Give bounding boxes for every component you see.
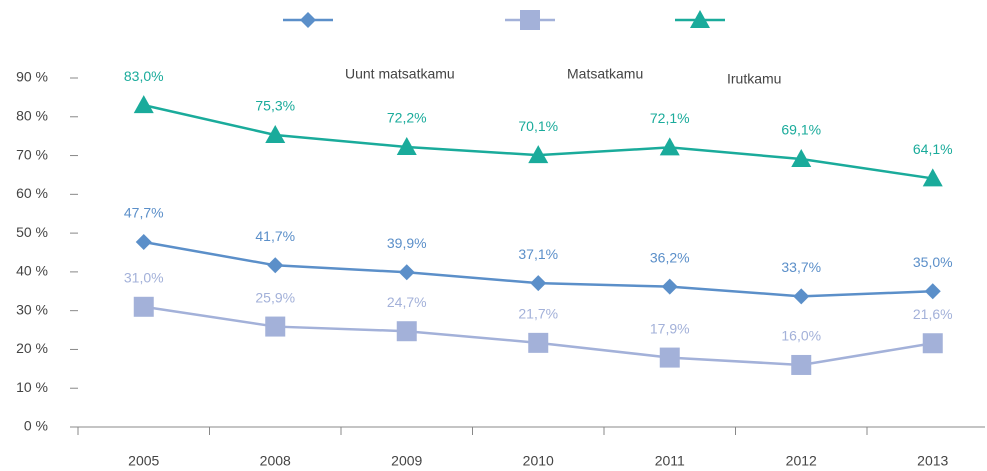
y-tick-label: 0 % — [24, 418, 48, 434]
marker — [924, 283, 941, 300]
marker — [528, 332, 549, 353]
marker — [793, 288, 810, 305]
marker — [396, 137, 417, 156]
x-tick-label: 2012 — [786, 453, 817, 469]
series-line — [143, 103, 933, 180]
marker — [398, 264, 415, 281]
marker — [659, 137, 680, 156]
marker — [267, 257, 284, 274]
data-label: 36,2% — [650, 249, 690, 265]
data-label: 37,1% — [518, 246, 558, 262]
data-label: 21,7% — [518, 306, 558, 322]
data-label: 72,2% — [387, 110, 427, 126]
marker — [659, 347, 680, 368]
legend-marker — [300, 12, 316, 28]
y-tick-label: 60 % — [16, 185, 48, 201]
y-tick-label: 30 % — [16, 301, 48, 317]
data-label: 64,1% — [913, 141, 953, 157]
x-tick-label: 2005 — [128, 453, 159, 469]
legend-label: Irutkamu — [727, 71, 781, 87]
y-tick-label: 90 % — [16, 69, 48, 85]
data-label: 39,9% — [387, 235, 427, 251]
data-label: 41,7% — [255, 228, 295, 244]
data-label: 72,1% — [650, 110, 690, 126]
data-label: 83,0% — [124, 68, 164, 84]
data-label: 75,3% — [255, 98, 295, 114]
data-label: 17,9% — [650, 320, 690, 336]
marker — [661, 278, 678, 295]
y-tick-label: 20 % — [16, 340, 48, 356]
y-tick-label: 10 % — [16, 379, 48, 395]
marker — [528, 145, 549, 164]
x-tick-label: 2011 — [655, 453, 685, 469]
legend-marker — [520, 10, 540, 30]
marker — [791, 149, 812, 168]
x-tick-label: 2009 — [391, 453, 422, 469]
data-label: 47,7% — [124, 205, 164, 221]
legend-label: Matsatkamu — [567, 66, 643, 82]
data-label: 25,9% — [255, 289, 295, 305]
data-label: 16,0% — [781, 328, 821, 344]
marker — [922, 333, 943, 354]
marker — [265, 316, 286, 337]
legend-label: Uunt matsatkamu — [345, 66, 455, 82]
marker — [133, 296, 154, 317]
marker — [922, 168, 943, 187]
marker — [396, 321, 417, 342]
data-label: 35,0% — [913, 254, 953, 270]
x-tick-label: 2010 — [523, 453, 554, 469]
y-tick-label: 40 % — [16, 263, 48, 279]
data-label: 70,1% — [518, 118, 558, 134]
data-label: 33,7% — [781, 259, 821, 275]
y-tick-label: 80 % — [16, 107, 48, 123]
x-tick-label: 2008 — [260, 453, 291, 469]
y-tick-label: 70 % — [16, 146, 48, 162]
data-label: 69,1% — [781, 122, 821, 138]
x-tick-label: 2013 — [917, 453, 948, 469]
marker — [133, 95, 154, 114]
data-label: 31,0% — [124, 269, 164, 285]
marker — [265, 125, 286, 144]
marker — [791, 354, 812, 375]
data-label: 24,7% — [387, 294, 427, 310]
marker — [530, 275, 547, 292]
legend-marker — [690, 10, 710, 28]
marker — [135, 234, 152, 251]
y-tick-label: 50 % — [16, 224, 48, 240]
data-label: 21,6% — [913, 306, 953, 322]
